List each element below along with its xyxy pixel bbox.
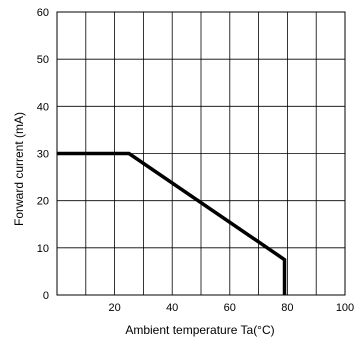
y-tick-label-0: 0 — [43, 290, 49, 302]
y-tick-label-20: 20 — [37, 196, 49, 208]
x-tick-labels: 20 40 60 80 100 — [108, 302, 354, 314]
y-tick-label-30: 30 — [37, 149, 49, 161]
y-tick-label-50: 50 — [37, 54, 49, 66]
series-layer — [57, 151, 287, 295]
y-tick-labels: 0 10 20 30 40 50 60 — [37, 7, 49, 302]
x-tick-label-80: 80 — [281, 302, 293, 314]
y-tick-label-10: 10 — [37, 243, 49, 255]
x-axis-label: Ambient temperature Ta(°C) — [125, 323, 274, 337]
y-axis-label: Forward current (mA) — [12, 112, 26, 226]
x-tick-label-100: 100 — [336, 302, 354, 314]
x-tick-label-40: 40 — [166, 302, 178, 314]
y-tick-label-40: 40 — [37, 101, 49, 113]
x-tick-label-20: 20 — [108, 302, 120, 314]
y-tick-label-60: 60 — [37, 7, 49, 19]
series-line-0 — [57, 151, 287, 295]
x-tick-label-60: 60 — [224, 302, 236, 314]
